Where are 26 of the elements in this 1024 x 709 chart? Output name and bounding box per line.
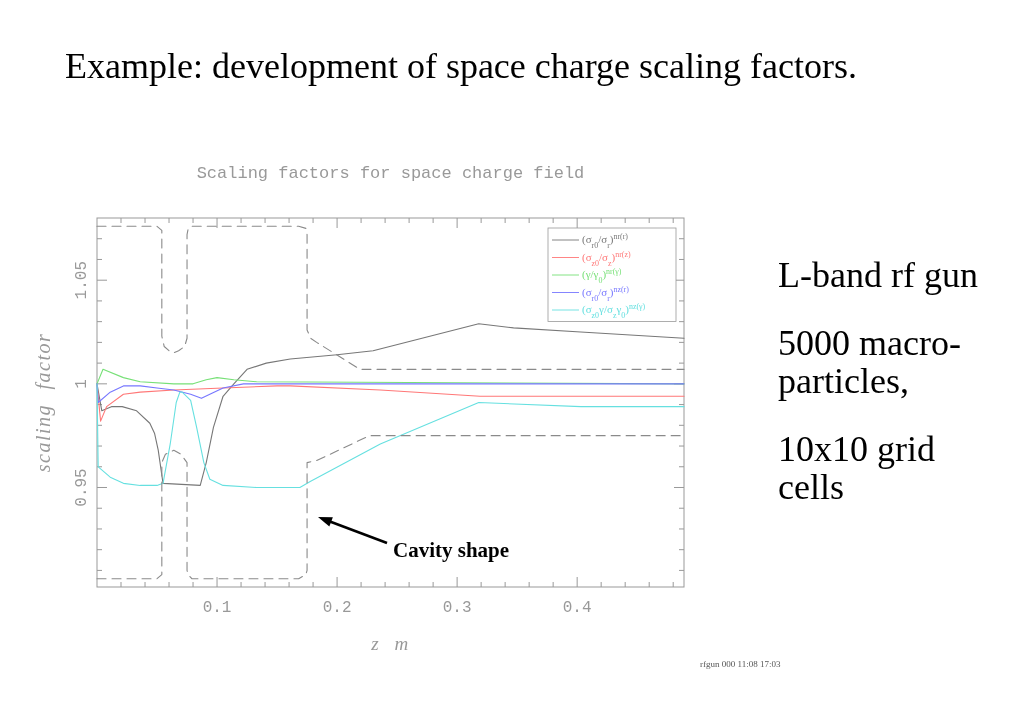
x-tick-label: 0.2: [322, 599, 352, 617]
line-series: [96, 383, 685, 489]
text: L-band rf gun: [778, 255, 978, 295]
line-series: [96, 225, 685, 370]
chart-title: Example: development of space charge scaling factors.: [65, 46, 858, 86]
x-axis-title: z m: [370, 633, 410, 654]
y-axis-title: scaling factor: [32, 332, 55, 473]
line-series: [96, 383, 685, 404]
x-tick-label: 0.3: [442, 599, 472, 617]
text: rfgun 000 11:08 17:03: [700, 659, 781, 669]
annotation: Cavity shape: [393, 538, 510, 562]
legend-label: (σ$_{z0}$/σ$_{z}$)$^{nr(z)}$: [582, 249, 631, 267]
y-tick-label: 1: [73, 379, 91, 389]
text: 10x10 grid cells: [778, 429, 935, 507]
line-series: [96, 383, 685, 422]
text: 5000 macro-particles,: [778, 323, 961, 401]
legend-label: (σ$_{r0}$/σ$_{r}$)$^{nz(r)}$: [582, 284, 630, 302]
y-tick-label: 0.95: [73, 468, 91, 507]
legend-label: (σ$_{r0}$/σ$_{r}$)$^{nr(r)}$: [582, 231, 629, 250]
line-series: [96, 323, 685, 486]
x-tick-label: 0.1: [202, 599, 232, 617]
chart-subtitle: Scaling factors for space charge field: [196, 164, 585, 183]
legend-label: (σ$_{z0}$γ/σ$_{z}$γ$_{0}$)$^{nz(γ)}$: [582, 301, 646, 320]
x-tick-label: 0.4: [562, 599, 592, 617]
legend-label: (γ/γ$_{0}$)$^{nr(γ)}$: [582, 266, 622, 285]
y-tick-label: 1.05: [73, 260, 91, 300]
